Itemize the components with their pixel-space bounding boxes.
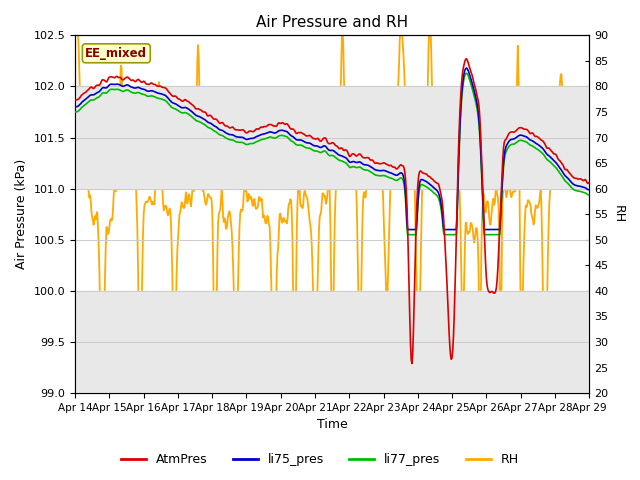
Bar: [75, 291, 589, 393]
Title: Air Pressure and RH: Air Pressure and RH: [256, 15, 408, 30]
Y-axis label: RH: RH: [612, 205, 625, 223]
X-axis label: Time: Time: [317, 419, 348, 432]
Legend: AtmPres, li75_pres, li77_pres, RH: AtmPres, li75_pres, li77_pres, RH: [116, 448, 524, 471]
Bar: [75, 86, 589, 189]
Y-axis label: Air Pressure (kPa): Air Pressure (kPa): [15, 159, 28, 269]
Text: EE_mixed: EE_mixed: [85, 47, 147, 60]
